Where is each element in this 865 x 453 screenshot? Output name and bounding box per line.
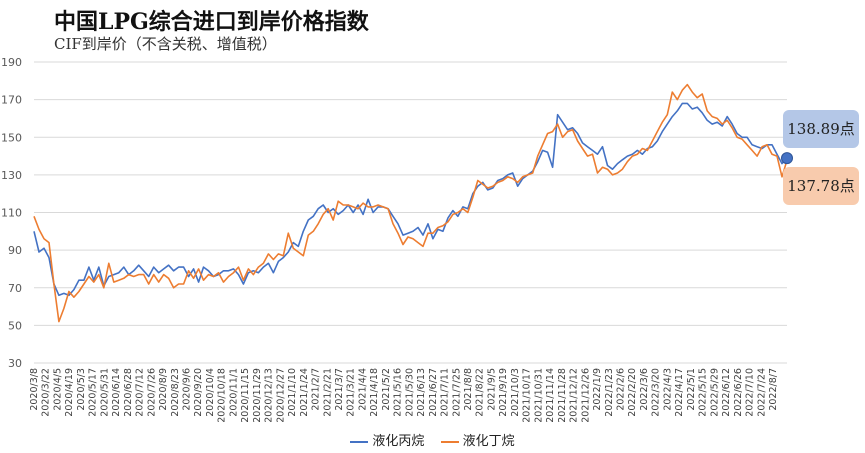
legend-item-butane: 液化丁烷: [440, 430, 515, 449]
legend: 液化丙烷 液化丁烷: [0, 430, 865, 449]
x-tick-label: 2020/9/6: [181, 368, 192, 411]
x-tick-label: 2022/2/20: [627, 368, 638, 417]
x-tick-label: 2020/11/29: [252, 368, 263, 423]
x-tick-label: 2022/7/24: [756, 368, 767, 417]
x-tick-label: 2021/10/3: [510, 368, 521, 417]
propane-end-marker: [781, 152, 793, 165]
x-tick-label: 2021/8/22: [475, 368, 486, 417]
x-tick-label: 2020/8/23: [170, 368, 181, 417]
x-tick-label: 2022/3/6: [639, 368, 650, 411]
x-tick-label: 2021/5/2: [381, 368, 392, 411]
x-tick-label: 2020/12/27: [275, 368, 286, 423]
x-tick-label: 2022/5/1: [686, 368, 697, 411]
y-tick-label: 90: [8, 244, 22, 257]
chart-subtitle: CIF到岸价（不含关税、增值税）: [54, 35, 277, 53]
y-tick-label: 130: [1, 169, 22, 182]
series-group: [33, 83, 788, 323]
legend-swatch-butane: [440, 440, 459, 443]
x-tick-label: 2020/4/5: [52, 368, 63, 411]
x-tick-label: 2021/6/13: [416, 368, 427, 417]
x-tick-label: 2021/7/11: [440, 368, 451, 417]
series-line-butane: [33, 83, 788, 323]
x-tick-label: 2021/3/21: [346, 368, 357, 417]
x-tick-label: 2020/9/20: [193, 368, 204, 417]
x-tick-label: 2021/12/26: [580, 368, 591, 423]
x-tick-label: 2020/5/17: [88, 368, 99, 417]
x-tick-label: 2020/3/8: [29, 368, 40, 411]
x-tick-label: 2020/8/9: [158, 368, 169, 411]
y-axis: 30 50 70 90 110 130 150 170 190: [1, 56, 22, 370]
x-tick-label: 2021/5/30: [404, 368, 415, 417]
x-tick-label: 2020/11/15: [240, 368, 251, 423]
x-tick-label: 2021/8/8: [463, 368, 474, 411]
y-tick-label: 170: [1, 94, 22, 107]
y-tick-label: 70: [8, 282, 22, 295]
y-tick-label: 50: [8, 319, 22, 332]
legend-label-butane: 液化丁烷: [462, 434, 515, 449]
x-tick-label: 2021/11/14: [545, 368, 556, 423]
x-tick-label: 2022/1/9: [592, 368, 603, 411]
x-tick-label: 2022/4/3: [662, 368, 673, 411]
end-markers: [781, 152, 793, 165]
x-tick-label: 2020/4/19: [64, 368, 75, 417]
x-tick-label: 2021/6/27: [428, 368, 439, 417]
x-tick-label: 2022/3/20: [651, 368, 662, 417]
series-line-propane: [33, 102, 788, 297]
x-tick-label: 2020/7/26: [146, 368, 157, 417]
x-tick-label: 2022/6/26: [733, 368, 744, 417]
x-tick-label: 2021/2/7: [311, 368, 322, 411]
x-tick-label: 2021/7/25: [451, 368, 462, 417]
x-tick-label: 2020/6/14: [111, 368, 122, 417]
y-tick-label: 190: [1, 56, 22, 69]
legend-label-propane: 液化丙烷: [372, 434, 425, 449]
x-tick-label: 2022/5/15: [698, 368, 709, 417]
x-tick-label: 2021/1/24: [299, 368, 310, 417]
x-tick-label: 2020/10/4: [205, 368, 216, 417]
x-tick-label: 2021/5/16: [393, 368, 404, 417]
x-tick-label: 2021/9/5: [486, 368, 497, 411]
y-tick-label: 30: [8, 357, 22, 370]
grid-lines: [34, 61, 787, 364]
x-tick-label: 2020/11/1: [228, 368, 239, 417]
x-tick-label: 2022/7/10: [745, 368, 756, 417]
x-tick-label: 2022/1/23: [604, 368, 615, 417]
x-tick-label: 2021/10/31: [533, 368, 544, 423]
x-tick-label: 2022/2/6: [616, 368, 627, 411]
x-tick-label: 2022/8/7: [768, 368, 779, 411]
butane-end-label: 137.78点: [783, 167, 859, 205]
y-tick-label: 150: [1, 131, 22, 144]
x-tick-label: 2021/11/28: [557, 368, 568, 423]
x-tick-label: 2021/3/7: [334, 368, 345, 411]
legend-item-propane: 液化丙烷: [350, 430, 424, 449]
propane-end-label: 138.89点: [783, 110, 859, 148]
x-tick-label: 2021/4/4: [357, 368, 368, 411]
x-tick-label: 2020/5/31: [99, 368, 110, 417]
x-tick-label: 2021/10/17: [522, 368, 533, 423]
x-tick-label: 2022/4/17: [674, 368, 685, 417]
y-tick-label: 110: [1, 207, 22, 220]
chart-title: 中国LPG综合进口到岸价格指数: [54, 9, 369, 35]
x-tick-label: 2021/9/19: [498, 368, 509, 417]
x-tick-label: 2021/1/10: [287, 368, 298, 417]
legend-swatch-propane: [350, 440, 369, 443]
x-tick-label: 2020/12/13: [264, 368, 275, 423]
x-tick-label: 2021/2/21: [322, 368, 333, 417]
x-tick-label: 2020/3/22: [41, 368, 52, 417]
x-tick-label: 2020/10/18: [217, 368, 228, 423]
x-tick-label: 2020/6/28: [123, 368, 134, 417]
x-axis: 2020/3/8 2020/3/22 2020/4/5 2020/4/19 2020/5…: [29, 368, 779, 423]
x-tick-label: 2021/4/18: [369, 368, 380, 417]
x-tick-label: 2020/7/12: [135, 368, 146, 417]
x-tick-label: 2021/12/12: [569, 368, 580, 423]
x-tick-label: 2022/6/12: [721, 368, 732, 417]
x-tick-label: 2022/5/29: [709, 368, 720, 417]
x-tick-label: 2020/5/3: [76, 368, 87, 411]
